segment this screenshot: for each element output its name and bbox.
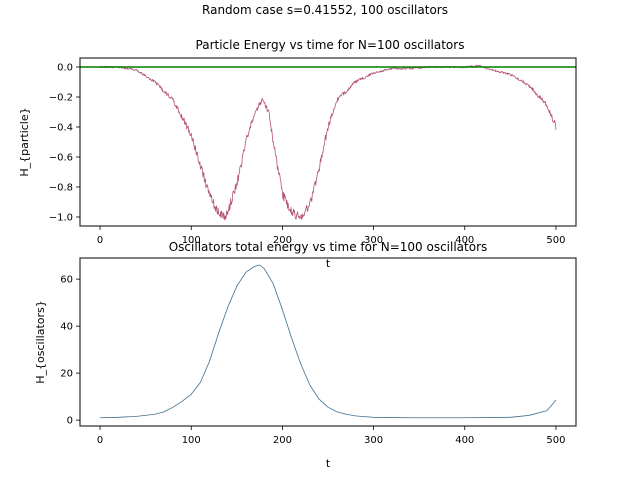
particle-energy-ytick-label: −0.2 <box>49 93 73 104</box>
oscillators-energy-xtick-label: 400 <box>455 435 474 446</box>
oscillators-energy-ytick-label: 60 <box>60 275 73 286</box>
oscillators-energy-ytick-label: 0 <box>67 416 73 427</box>
oscillators-energy-xtick-label: 200 <box>273 435 292 446</box>
particle-energy-ytick-label: 0.0 <box>57 63 73 74</box>
oscillators-energy-xtick-label: 100 <box>182 435 201 446</box>
particle-energy-xlabel: t <box>326 257 331 270</box>
particle-energy-ytick-label: −1.0 <box>49 213 73 224</box>
particle-energy-xtick-label: 300 <box>364 235 383 246</box>
oscillators-energy-xtick-label: 0 <box>97 435 103 446</box>
particle-energy-xtick-label: 200 <box>273 235 292 246</box>
particle-energy-xtick-label: 500 <box>546 235 565 246</box>
particle-energy-ytick-label: −0.6 <box>49 153 73 164</box>
oscillators-energy-ytick-label: 40 <box>60 322 73 333</box>
oscillators-energy-xlabel: t <box>326 457 331 470</box>
oscillators-energy-series-0-line <box>100 264 557 419</box>
oscillators-energy-title: Oscillators total energy vs time for N=1… <box>169 240 488 254</box>
oscillators-energy-ytick-label: 20 <box>60 369 73 380</box>
oscillators-energy-xtick-label: 500 <box>546 435 565 446</box>
particle-energy-title: Particle Energy vs time for N=100 oscill… <box>196 38 465 52</box>
particle-energy-ytick-label: −0.8 <box>49 183 73 194</box>
particle-energy-ytick-label: −0.4 <box>49 123 73 134</box>
particle-energy-xtick-label: 400 <box>455 235 474 246</box>
particle-energy-xtick-label: 0 <box>97 235 103 246</box>
particle-energy-ylabel: H_{particle} <box>18 107 31 176</box>
oscillators-energy-xtick-label: 300 <box>364 435 383 446</box>
particle-energy-xtick-label: 100 <box>182 235 201 246</box>
figure-suptitle: Random case s=0.41552, 100 oscillators <box>202 3 448 17</box>
oscillators-energy-ylabel: H_{oscillators} <box>34 300 47 383</box>
particle-energy-axes: Particle Energy vs time for N=100 oscill… <box>18 38 577 246</box>
particle-energy-series-0-line <box>100 64 557 221</box>
